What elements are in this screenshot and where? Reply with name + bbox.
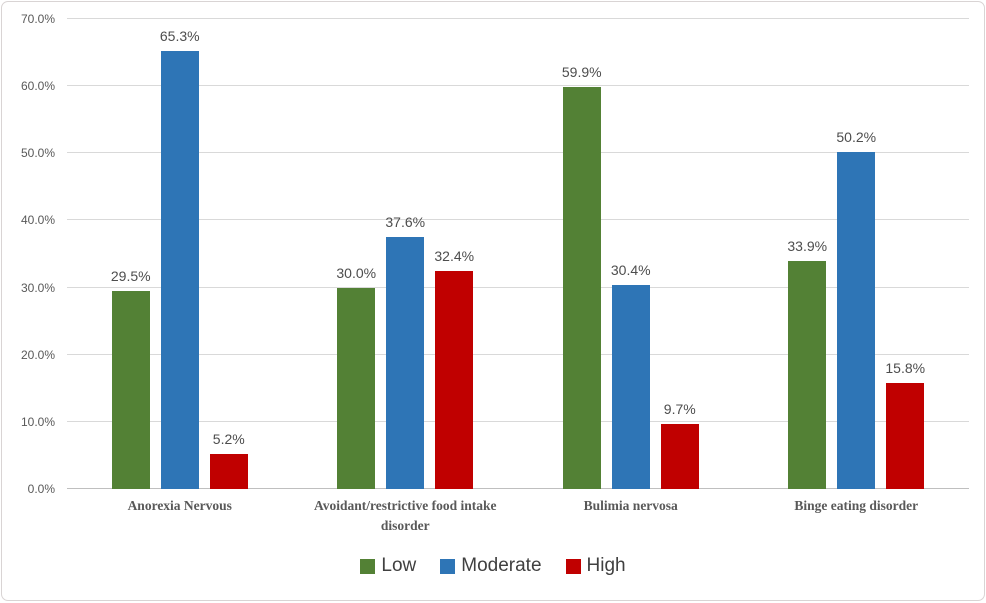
y-tick-label: 60.0% bbox=[20, 79, 55, 94]
gridline bbox=[67, 420, 969, 422]
legend-swatch-icon bbox=[440, 559, 456, 574]
y-tick-label: 0.0% bbox=[27, 482, 55, 496]
y-tick-label: 20.0% bbox=[20, 347, 55, 362]
bar-value-label: 59.9% bbox=[561, 63, 602, 80]
category-label: Avoidant/restrictive food intake disorde… bbox=[293, 496, 519, 537]
legend-label: High bbox=[586, 555, 626, 576]
y-tick-label: 40.0% bbox=[20, 213, 55, 228]
gridline bbox=[67, 488, 969, 489]
plot-area: 29.5% 65.3% 5.2% 30.0% 37.6% 32.4% 59.9% 30.4% 9… bbox=[67, 18, 969, 489]
legend: Low Moderate High bbox=[2, 555, 984, 577]
bar-low: 30.0% bbox=[336, 265, 376, 489]
bar-moderate: 30.4% bbox=[611, 262, 651, 489]
gridline bbox=[67, 353, 969, 355]
bar-group: 29.5% 65.3% 5.2% bbox=[67, 19, 293, 489]
y-axis: 0.0% 10.0% 20.0% 30.0% 40.0% 50.0% 60.0% 70.0% bbox=[2, 12, 55, 496]
gridline bbox=[67, 85, 969, 87]
bar-value-label: 5.2% bbox=[212, 431, 245, 448]
bar-value-label: 30.4% bbox=[610, 261, 651, 278]
legend-swatch-icon bbox=[565, 559, 581, 574]
bar-moderate: 37.6% bbox=[385, 214, 425, 489]
bar-group: 33.9% 50.2% 15.8% bbox=[744, 19, 970, 489]
legend-item-high: High bbox=[565, 555, 626, 577]
category-label-text: Avoidant/restrictive food intake disorde… bbox=[314, 498, 497, 534]
bar-value-label: 37.6% bbox=[385, 213, 426, 230]
y-tick-label: 30.0% bbox=[20, 280, 55, 295]
legend-swatch-icon bbox=[360, 559, 376, 574]
bar-value-label: 29.5% bbox=[110, 267, 151, 284]
bar-moderate: 65.3% bbox=[160, 28, 200, 489]
y-tick-label: 50.0% bbox=[20, 146, 55, 161]
category-label: Bulimia nervosa bbox=[518, 496, 744, 537]
category-label: Anorexia Nervous bbox=[67, 496, 293, 537]
category-label-text: Anorexia Nervous bbox=[127, 498, 232, 513]
bar-moderate: 50.2% bbox=[836, 129, 876, 489]
legend-item-low: Low bbox=[360, 555, 416, 577]
gridline bbox=[67, 286, 969, 288]
gridline bbox=[67, 219, 969, 221]
bar-high: 5.2% bbox=[209, 431, 248, 489]
gridline bbox=[67, 152, 969, 154]
legend-label: Low bbox=[381, 555, 417, 576]
bar-high: 9.7% bbox=[660, 401, 699, 489]
category-label: Binge eating disorder bbox=[744, 496, 970, 537]
x-axis-category-labels: Anorexia Nervous Avoidant/restrictive foo… bbox=[67, 496, 969, 537]
bar-low: 59.9% bbox=[562, 64, 602, 489]
bar-high: 15.8% bbox=[885, 360, 925, 489]
bar-value-label: 9.7% bbox=[663, 400, 696, 417]
bar-group: 30.0% 37.6% 32.4% bbox=[293, 19, 519, 489]
bar-low: 29.5% bbox=[111, 268, 151, 489]
bar-value-label: 65.3% bbox=[159, 27, 200, 44]
category-label-text: Binge eating disorder bbox=[794, 498, 919, 513]
legend-label: Moderate bbox=[461, 555, 542, 576]
legend-item-moderate: Moderate bbox=[440, 555, 542, 577]
bar-group: 59.9% 30.4% 9.7% bbox=[518, 19, 744, 489]
bar-value-label: 30.0% bbox=[336, 264, 377, 281]
y-tick-label: 10.0% bbox=[20, 414, 55, 429]
bar-low: 33.9% bbox=[787, 238, 827, 489]
bar-groups: 29.5% 65.3% 5.2% 30.0% 37.6% 32.4% 59.9% 30.4% 9… bbox=[67, 19, 969, 489]
y-tick-label: 70.0% bbox=[20, 12, 55, 26]
bar-value-label: 15.8% bbox=[885, 359, 926, 376]
bar-value-label: 32.4% bbox=[434, 248, 475, 265]
bar-value-label: 33.9% bbox=[787, 238, 828, 255]
category-label-text: Bulimia nervosa bbox=[583, 498, 678, 513]
gridline bbox=[67, 18, 969, 19]
bar-value-label: 50.2% bbox=[836, 128, 877, 145]
bar-high: 32.4% bbox=[434, 248, 474, 489]
